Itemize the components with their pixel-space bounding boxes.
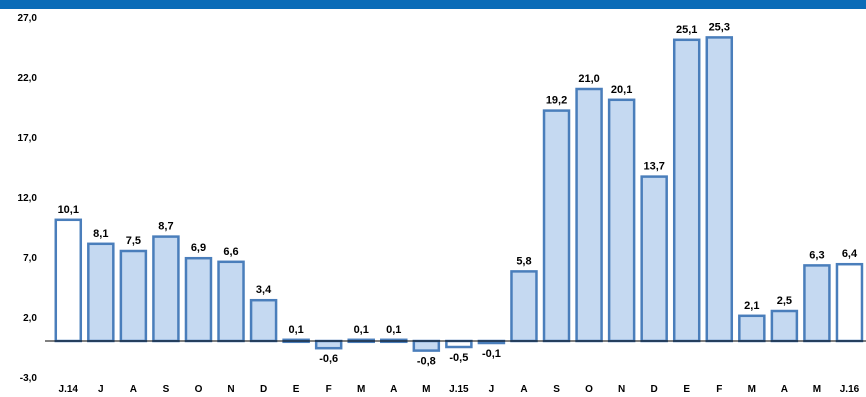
bar	[119, 249, 148, 343]
data-label: 6,3	[809, 249, 824, 261]
bar	[314, 339, 343, 350]
bar	[445, 339, 473, 349]
x-tick-label: A	[520, 384, 527, 395]
x-axis-labels: J.14 J A S O N D E F M A M J.15 J A S O N D E F M A M J.16	[59, 384, 860, 395]
x-tick-label: M	[748, 384, 756, 395]
bar	[607, 98, 636, 343]
data-label: 5,8	[516, 255, 531, 267]
x-tick-label: E	[293, 384, 300, 395]
data-label: 8,1	[93, 228, 108, 240]
x-tick-label: S	[553, 384, 560, 395]
x-tick-label: J	[489, 384, 495, 395]
x-tick-label: J.16	[840, 384, 860, 395]
x-tick-label: O	[195, 384, 203, 395]
x-tick-label: A	[390, 384, 397, 395]
x-tick-label: D	[651, 384, 658, 395]
bar	[835, 262, 864, 343]
data-label: 20,1	[611, 84, 632, 96]
x-tick-label: J.14	[59, 384, 79, 395]
y-tick-label: 22,0	[18, 73, 38, 84]
y-axis: 27,0 22,0 17,0 12,0 7,0 2,0 -3,0	[18, 13, 38, 384]
data-label: 6,6	[223, 246, 238, 258]
x-tick-label: A	[781, 384, 788, 395]
data-label: 19,2	[546, 95, 567, 107]
bars	[54, 36, 864, 352]
x-tick-label: M	[813, 384, 821, 395]
x-tick-label: S	[163, 384, 170, 395]
data-label: 0,1	[386, 324, 401, 336]
x-tick-label: N	[618, 384, 625, 395]
bar	[510, 270, 538, 343]
data-label: 21,0	[578, 73, 599, 85]
x-tick-label: N	[227, 384, 234, 395]
x-tick-label: A	[130, 384, 137, 395]
x-tick-label: O	[585, 384, 593, 395]
data-label: -0,6	[319, 353, 338, 365]
y-tick-label: 2,0	[23, 313, 37, 324]
data-label: 2,5	[777, 295, 792, 307]
data-label: 0,1	[288, 324, 303, 336]
top-accent-bar	[0, 0, 866, 9]
data-label: 25,1	[676, 24, 697, 36]
data-label: 10,1	[58, 204, 79, 216]
bar	[54, 218, 83, 343]
data-label: 0,1	[354, 324, 369, 336]
bar	[803, 264, 831, 343]
data-label: 7,5	[126, 235, 141, 247]
bar	[184, 256, 213, 343]
bar	[412, 339, 441, 352]
bar	[738, 314, 766, 343]
x-tick-label: E	[683, 384, 690, 395]
data-label: -0,5	[449, 352, 468, 364]
x-tick-label: J.15	[449, 384, 469, 395]
x-tick-label: M	[357, 384, 365, 395]
y-tick-label: 7,0	[23, 253, 37, 264]
bar	[640, 175, 668, 343]
x-tick-label: J	[98, 384, 104, 395]
y-tick-label: -3,0	[20, 373, 38, 384]
bar	[152, 235, 180, 343]
bar	[705, 36, 734, 343]
x-tick-label: D	[260, 384, 267, 395]
bar	[542, 109, 571, 343]
x-tick-label: F	[326, 384, 332, 395]
x-tick-label: F	[716, 384, 722, 395]
bar	[249, 298, 278, 343]
y-tick-label: 27,0	[18, 13, 38, 24]
bar	[770, 309, 799, 343]
bar	[672, 38, 701, 343]
y-tick-label: 12,0	[18, 193, 38, 204]
data-label: 2,1	[744, 300, 759, 312]
data-label: -0,1	[482, 348, 501, 360]
data-label: 8,7	[158, 221, 173, 233]
data-label: 6,9	[191, 242, 206, 254]
data-labels: 10,1 8,1 7,5 8,7 6,9 6,6 3,4 0,1 -0,6 0,1 0,1 -0,8 -…	[58, 21, 858, 367]
y-tick-label: 17,0	[18, 133, 38, 144]
bar	[217, 260, 245, 343]
x-tick-label: M	[422, 384, 430, 395]
data-label: 13,7	[643, 161, 664, 173]
data-label: 3,4	[256, 284, 272, 296]
data-label: -0,8	[417, 356, 436, 368]
data-label: 6,4	[842, 248, 858, 260]
bar	[575, 87, 603, 343]
bar	[87, 242, 115, 343]
data-label: 25,3	[709, 21, 730, 33]
